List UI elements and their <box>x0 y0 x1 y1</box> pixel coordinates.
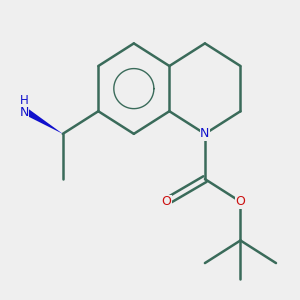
Text: N: N <box>200 127 210 140</box>
Text: N: N <box>19 106 29 119</box>
Text: O: O <box>236 195 245 208</box>
Polygon shape <box>24 108 63 134</box>
Text: O: O <box>161 195 171 208</box>
Text: H: H <box>20 94 28 107</box>
